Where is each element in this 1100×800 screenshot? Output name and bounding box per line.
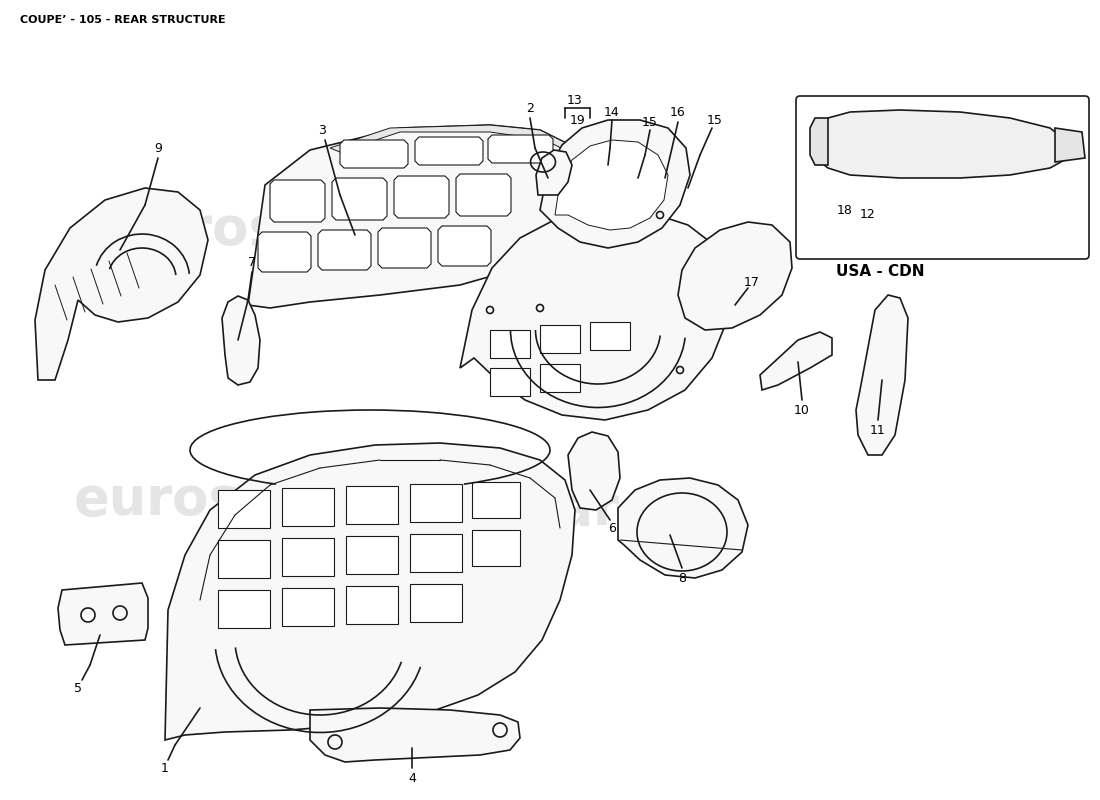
Polygon shape — [760, 332, 832, 390]
Polygon shape — [258, 232, 311, 272]
Polygon shape — [222, 296, 260, 385]
Text: 19: 19 — [570, 114, 586, 126]
Text: 18: 18 — [837, 203, 852, 217]
Polygon shape — [218, 490, 270, 528]
Polygon shape — [456, 174, 512, 216]
Polygon shape — [810, 118, 828, 165]
Polygon shape — [282, 488, 334, 526]
Polygon shape — [410, 584, 462, 622]
Polygon shape — [340, 140, 408, 168]
Polygon shape — [678, 222, 792, 330]
Text: eurospares: eurospares — [113, 204, 447, 256]
Polygon shape — [490, 330, 530, 358]
Text: 13: 13 — [568, 94, 583, 106]
Polygon shape — [415, 137, 483, 165]
Text: 2: 2 — [526, 102, 534, 114]
Polygon shape — [1055, 128, 1085, 162]
Polygon shape — [540, 325, 580, 353]
Polygon shape — [536, 150, 572, 195]
Polygon shape — [35, 188, 208, 380]
Polygon shape — [248, 125, 585, 308]
Polygon shape — [165, 443, 575, 740]
Text: 8: 8 — [678, 571, 686, 585]
Text: 7: 7 — [248, 257, 256, 270]
Polygon shape — [488, 135, 553, 163]
Polygon shape — [618, 478, 748, 578]
Text: 6: 6 — [608, 522, 616, 534]
Polygon shape — [332, 178, 387, 220]
Polygon shape — [490, 368, 530, 396]
Polygon shape — [394, 176, 449, 218]
Text: USA - CDN: USA - CDN — [836, 265, 924, 279]
Text: 1: 1 — [161, 762, 169, 774]
Polygon shape — [282, 588, 334, 626]
Polygon shape — [330, 125, 585, 165]
Text: 14: 14 — [604, 106, 620, 118]
Polygon shape — [218, 590, 270, 628]
Polygon shape — [410, 484, 462, 522]
Text: 12: 12 — [860, 209, 876, 222]
Polygon shape — [346, 586, 398, 624]
Polygon shape — [568, 432, 620, 510]
Polygon shape — [318, 230, 371, 270]
Text: 3: 3 — [318, 123, 326, 137]
Polygon shape — [856, 295, 908, 455]
Polygon shape — [410, 534, 462, 572]
Text: 9: 9 — [154, 142, 162, 154]
Text: 16: 16 — [670, 106, 686, 119]
Text: 11: 11 — [870, 423, 886, 437]
Polygon shape — [58, 583, 148, 645]
Text: 5: 5 — [74, 682, 82, 694]
Text: eurospares: eurospares — [353, 484, 686, 536]
Polygon shape — [590, 322, 630, 350]
Polygon shape — [346, 486, 398, 524]
Text: 4: 4 — [408, 771, 416, 785]
Polygon shape — [378, 228, 431, 268]
Polygon shape — [460, 210, 730, 420]
Polygon shape — [540, 364, 580, 392]
Polygon shape — [218, 540, 270, 578]
Polygon shape — [556, 140, 668, 230]
Text: eurospares: eurospares — [74, 474, 407, 526]
FancyBboxPatch shape — [796, 96, 1089, 259]
Polygon shape — [540, 120, 690, 248]
Polygon shape — [472, 482, 520, 518]
Polygon shape — [472, 530, 520, 566]
Polygon shape — [438, 226, 491, 266]
Polygon shape — [270, 180, 324, 222]
Polygon shape — [282, 538, 334, 576]
Polygon shape — [815, 110, 1068, 178]
Text: 15: 15 — [642, 115, 658, 129]
Text: 15: 15 — [707, 114, 723, 126]
Text: COUPE’ - 105 - REAR STRUCTURE: COUPE’ - 105 - REAR STRUCTURE — [20, 15, 226, 25]
Polygon shape — [346, 536, 398, 574]
Text: 10: 10 — [794, 403, 810, 417]
Polygon shape — [310, 708, 520, 762]
Text: 17: 17 — [744, 275, 760, 289]
Text: eurospares: eurospares — [433, 234, 767, 286]
